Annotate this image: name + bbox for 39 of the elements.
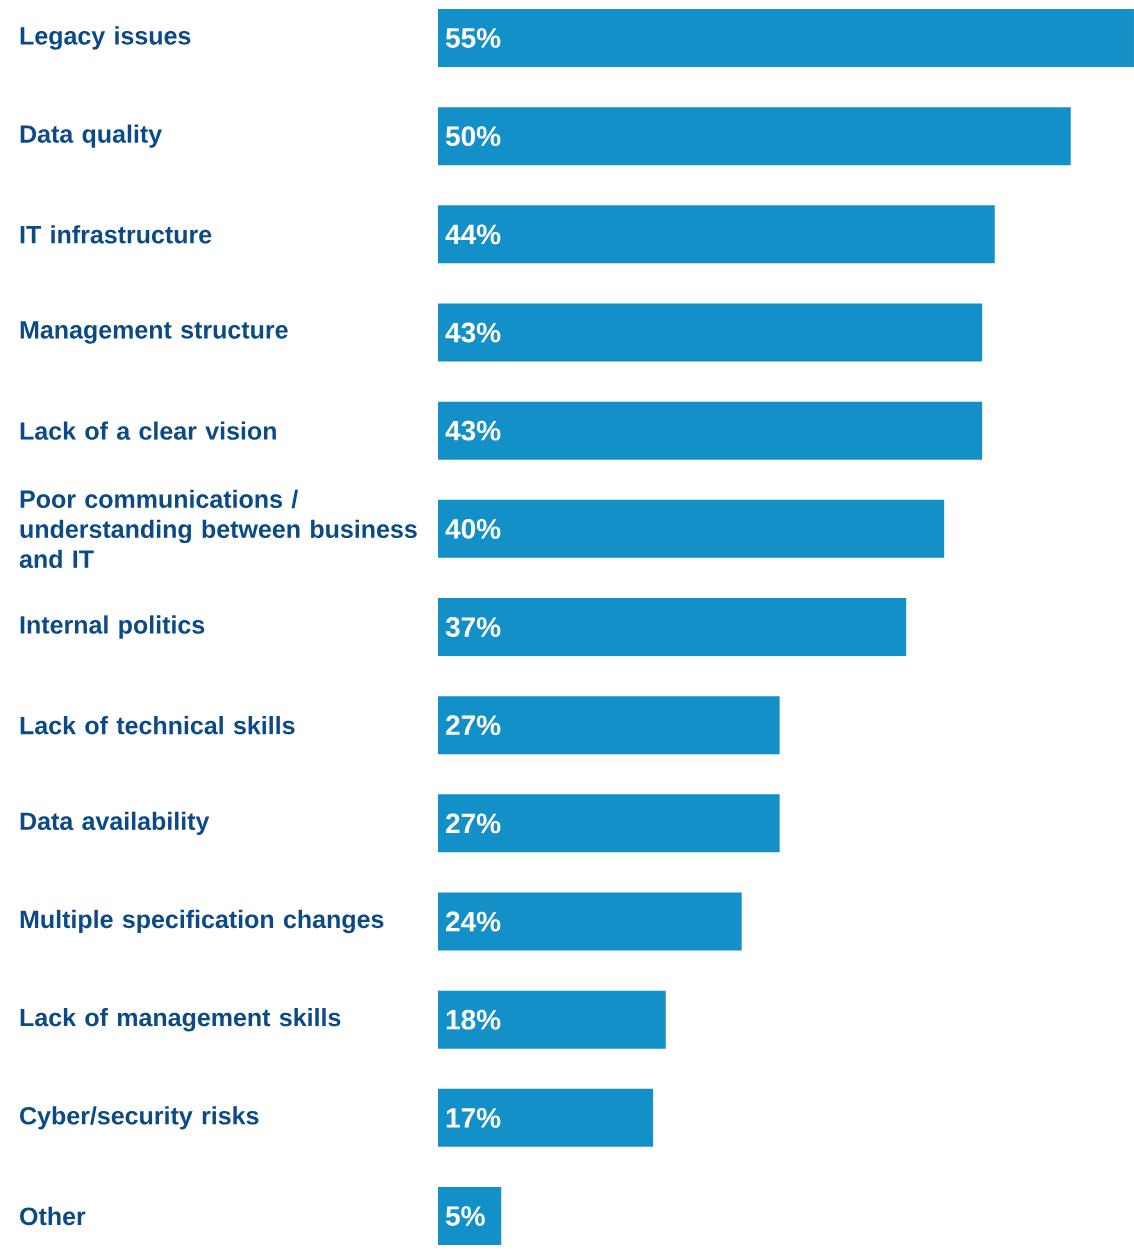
data-label: 37%: [445, 617, 501, 637]
bar: [437, 205, 995, 264]
y-tick-label: Lack of a clear vision: [20, 421, 276, 440]
y-tick-label: Multiple specification changes: [20, 909, 384, 934]
y-tick-label: Lack of management skills: [20, 1007, 341, 1032]
data-label: 27%: [446, 715, 501, 736]
bar: [437, 1088, 654, 1147]
data-label: 18%: [446, 1009, 501, 1030]
bar: [437, 499, 945, 558]
bar: [437, 598, 907, 657]
y-tick-label: IT infrastructure: [20, 225, 212, 244]
y-tick-label: Other: [20, 1206, 86, 1226]
data-label: 43%: [445, 420, 501, 441]
data-label: 5%: [445, 1206, 485, 1226]
bar: [437, 696, 780, 755]
bar: [437, 401, 983, 460]
data-label: 24%: [446, 911, 501, 932]
bar: [437, 1187, 502, 1246]
data-label: 27%: [446, 813, 501, 834]
data-label: 55%: [445, 28, 501, 48]
y-tick-label: Data quality: [20, 124, 162, 148]
y-tick-label: Cyber/security risks: [20, 1106, 259, 1130]
y-tick-label: Management structure: [20, 321, 288, 344]
bar: [437, 990, 666, 1049]
y-tick-label: Legacy issues: [20, 26, 191, 50]
bar: [437, 303, 983, 362]
bar: [437, 107, 1071, 166]
data-label: 50%: [445, 126, 501, 147]
y-tick-label: Internal politics: [20, 615, 205, 639]
data-label: 43%: [445, 322, 501, 343]
bar: [437, 9, 1134, 68]
data-label: 44%: [445, 224, 501, 245]
bar: [437, 794, 780, 853]
y-tick-label: Data availability: [20, 811, 210, 835]
y-tick-label: Poor communications / understanding between business and IT: [19, 489, 417, 569]
bar: [437, 892, 742, 951]
data-label: 40%: [445, 518, 501, 539]
y-tick-label: Lack of technical skills: [20, 716, 295, 735]
data-label: 17%: [446, 1108, 501, 1128]
